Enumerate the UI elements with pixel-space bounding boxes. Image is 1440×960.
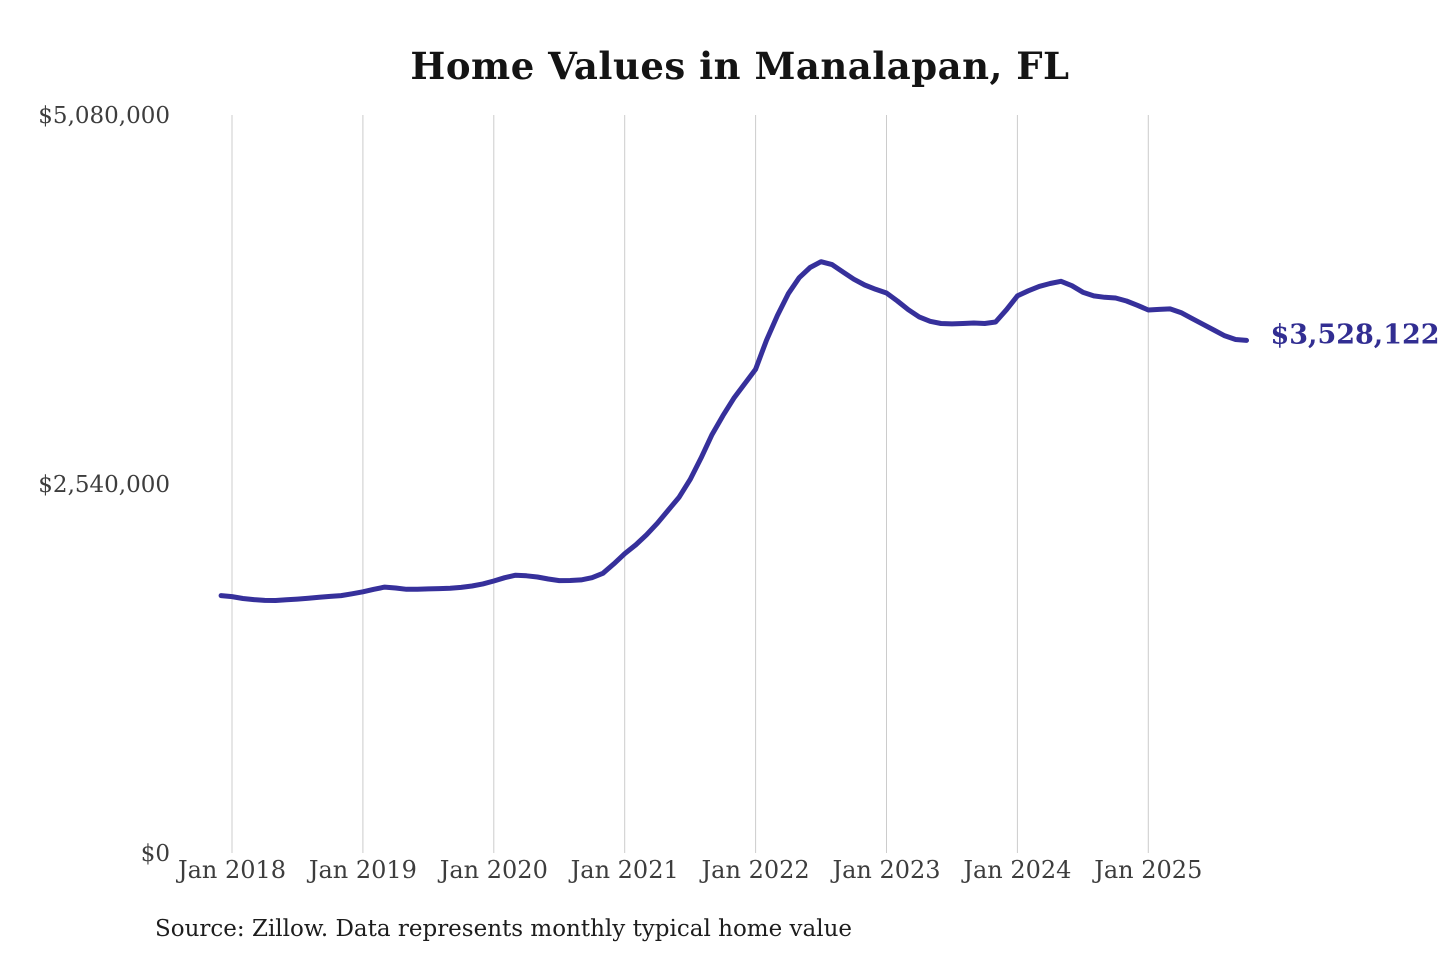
x-tick-label: Jan 2024 <box>960 856 1071 884</box>
home-value-line <box>218 259 1249 603</box>
y-tick-label: $0 <box>141 841 170 867</box>
end-value-label: $3,528,122 <box>1270 319 1439 350</box>
x-tick-label: Jan 2018 <box>175 856 286 884</box>
x-tick-label: Jan 2019 <box>306 856 417 884</box>
x-tick-label: Jan 2021 <box>568 856 679 884</box>
x-tick-label: Jan 2022 <box>699 856 810 884</box>
chart-title: Home Values in Manalapan, FL <box>410 44 1070 88</box>
x-tick-label: Jan 2023 <box>829 856 940 884</box>
x-tick-label: Jan 2020 <box>437 856 548 884</box>
source-note: Source: Zillow. Data represents monthly … <box>155 916 853 942</box>
y-tick-label: $5,080,000 <box>38 103 170 129</box>
y-tick-label: $2,540,000 <box>38 472 170 498</box>
x-tick-label: Jan 2025 <box>1091 856 1202 884</box>
